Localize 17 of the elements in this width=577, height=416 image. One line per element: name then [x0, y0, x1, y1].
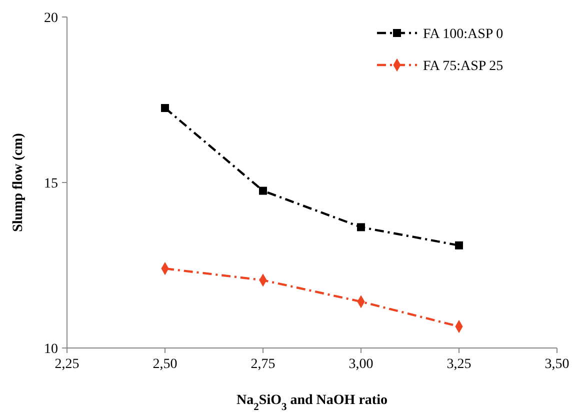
point	[357, 223, 365, 232]
y-axis-title: Slump flow (cm)	[11, 132, 26, 232]
point	[455, 241, 463, 250]
point	[161, 104, 169, 112]
y-tick-label: 10	[44, 342, 58, 357]
x-tick-label: 3,25	[446, 357, 472, 372]
y-tick-label: 20	[44, 11, 58, 26]
x-tick-label: 3,00	[348, 357, 374, 372]
x-tick-label: 3,50	[544, 357, 570, 372]
x-tick-label: 2,25	[54, 357, 80, 372]
x-tick-label: 2,50	[152, 357, 178, 372]
point	[259, 186, 267, 195]
x-axis-title: Na$_{2}$SiO$_{3}$ and NaOH ratio	[236, 393, 388, 412]
legend-label: FA 75:ASP 25	[423, 59, 504, 74]
legend-label: FA 100:ASP 0	[423, 27, 504, 42]
x-tick-label: 2,75	[250, 357, 276, 372]
y-tick-label: 15	[44, 176, 58, 192]
